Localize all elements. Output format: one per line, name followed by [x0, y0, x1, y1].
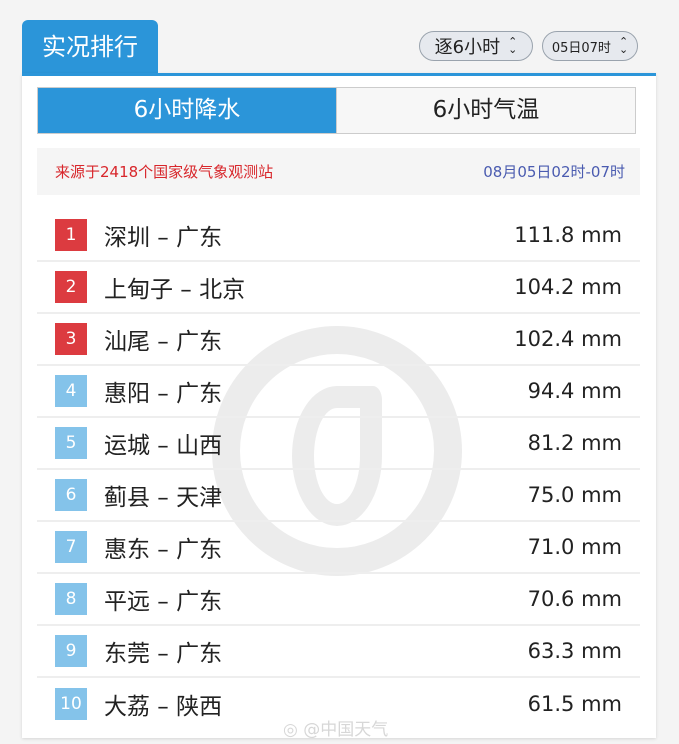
table-row[interactable]: 4 惠阳 – 广东 94.4 mm [37, 366, 640, 418]
source-text: 来源于2418个国家级气象观测站 [55, 163, 274, 181]
chevron-updown-icon: ⌃ ⌄ [508, 35, 518, 56]
rank-badge: 3 [55, 323, 87, 355]
rank-badge: 7 [55, 531, 87, 563]
table-row[interactable]: 2 上甸子 – 北京 104.2 mm [37, 262, 640, 314]
rank-badge: 9 [55, 635, 87, 667]
station-name: 东莞 – 广东 [104, 641, 223, 667]
precipitation-value: 70.6 mm [527, 587, 622, 611]
tab-precipitation[interactable]: 6小时降水 [38, 88, 336, 133]
table-row[interactable]: 5 运城 – 山西 81.2 mm [37, 418, 640, 470]
precipitation-value: 81.2 mm [527, 431, 622, 455]
station-name: 惠阳 – 广东 [104, 381, 223, 407]
precipitation-value: 61.5 mm [527, 692, 622, 716]
rank-badge: 1 [55, 219, 87, 251]
precipitation-value: 111.8 mm [514, 223, 622, 247]
table-row[interactable]: 1 深圳 – 广东 111.8 mm [37, 210, 640, 262]
station-name: 汕尾 – 广东 [104, 329, 223, 355]
precipitation-value: 104.2 mm [514, 275, 622, 299]
station-name: 深圳 – 广东 [104, 225, 223, 251]
ranking-list: 1 深圳 – 广东 111.8 mm 2 上甸子 – 北京 104.2 mm 3 汕… [37, 210, 640, 730]
precipitation-value: 94.4 mm [527, 379, 622, 403]
metric-tabs: 6小时降水 6小时气温 [37, 87, 636, 134]
station-name: 大荔 – 陕西 [104, 694, 223, 720]
ranking-card: 6小时降水 6小时气温 来源于2418个国家级气象观测站 08月05日02时-0… [22, 73, 656, 738]
rank-badge: 6 [55, 479, 87, 511]
source-bar: 来源于2418个国家级气象观测站 08月05日02时-07时 [37, 148, 640, 195]
precipitation-value: 75.0 mm [527, 483, 622, 507]
rank-badge: 10 [55, 688, 87, 720]
precipitation-value: 63.3 mm [527, 639, 622, 663]
tab-temperature[interactable]: 6小时气温 [336, 88, 635, 133]
table-row[interactable]: 3 汕尾 – 广东 102.4 mm [37, 314, 640, 366]
weibo-watermark: ◎ @中国天气 [283, 720, 389, 740]
station-name: 运城 – 山西 [104, 433, 223, 459]
table-row[interactable]: 9 东莞 – 广东 63.3 mm [37, 626, 640, 678]
ranking-tab[interactable]: 实况排行 [22, 20, 158, 75]
table-row[interactable]: 8 平远 – 广东 70.6 mm [37, 574, 640, 626]
time-select[interactable]: 05日07时 ⌃ ⌄ [542, 31, 638, 61]
chevron-updown-icon: ⌃ ⌄ [618, 35, 629, 56]
rank-badge: 4 [55, 375, 87, 407]
interval-select[interactable]: 逐6小时 ⌃ ⌄ [419, 31, 533, 61]
table-row[interactable]: 7 惠东 – 广东 71.0 mm [37, 522, 640, 574]
precipitation-value: 102.4 mm [514, 327, 622, 351]
station-name: 惠东 – 广东 [104, 537, 223, 563]
station-name: 上甸子 – 北京 [104, 277, 246, 303]
precipitation-value: 71.0 mm [527, 535, 622, 559]
station-name: 平远 – 广东 [104, 589, 223, 615]
station-name: 蓟县 – 天津 [104, 485, 223, 511]
time-range: 08月05日02时-07时 [483, 163, 625, 181]
rank-badge: 2 [55, 271, 87, 303]
rank-badge: 5 [55, 427, 87, 459]
table-row[interactable]: 10 大荔 – 陕西 61.5 mm [37, 678, 640, 730]
table-row[interactable]: 6 蓟县 – 天津 75.0 mm [37, 470, 640, 522]
rank-badge: 8 [55, 583, 87, 615]
